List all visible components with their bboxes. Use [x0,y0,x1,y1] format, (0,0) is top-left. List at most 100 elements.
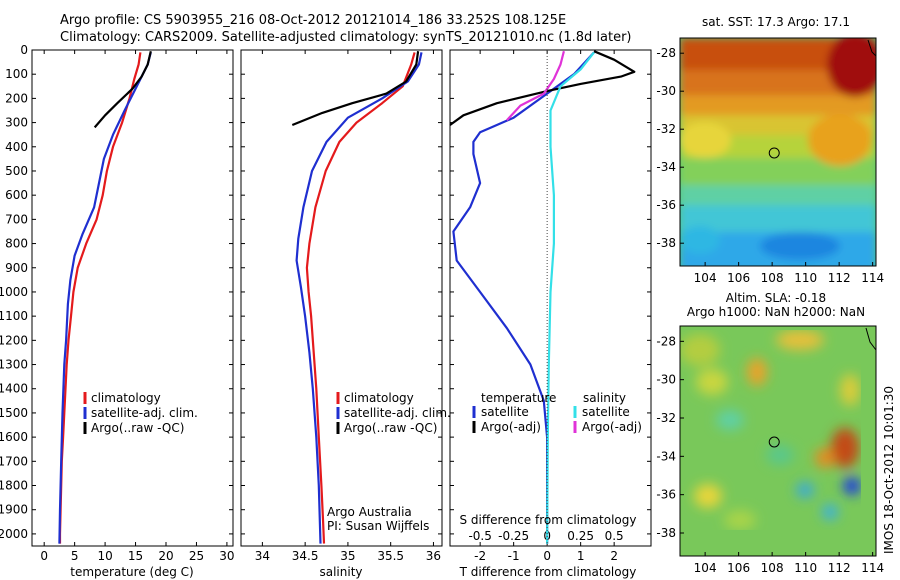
map-x-tick-label: 106 [727,561,750,575]
x-tick-label: 36 [426,549,441,563]
depth-tick-label: 400 [5,140,28,154]
x-tick-label: 34 [255,549,270,563]
map-y-tick-label: -36 [656,488,676,502]
depth-tick-label: 1100 [0,309,28,323]
series-line-satellite-adj-clim- [295,52,423,544]
map-x-tick-label: 108 [761,271,784,285]
map-x-tick-label: 108 [761,561,784,575]
salinity-axes [240,49,443,547]
timestamp: IMOS 18-Oct-2012 10:01:30 [882,386,896,554]
difference-legend: temperature salinity satellite Argo(-adj… [472,391,642,434]
depth-tick-label: 1000 [0,285,28,299]
depth-tick-label: 200 [5,91,28,105]
series-line-salinity-argo-adj- [506,50,565,121]
depth-tick-label: 1400 [0,382,28,396]
map-x-tick-label: 110 [794,561,817,575]
map-y-tick-label: -30 [656,373,676,387]
legend-label: Argo(-adj) [481,420,541,434]
x-top-tick-label: -0.5 [468,529,491,543]
depth-tick-label: 600 [5,188,28,202]
figure-title: Argo profile: CS 5903955_216 08-Oct-2012… [60,13,567,28]
legend-title-salinity: salinity [583,391,626,405]
legend-label: satellite-adj. clim. [344,406,451,420]
map-x-tick-label: 110 [794,271,817,285]
depth-tick-label: 100 [5,67,28,81]
map-x-tick-label: 114 [861,561,884,575]
difference-top-xlabel: S difference from climatology [460,513,637,527]
x-tick-label: 34.5 [292,549,319,563]
legend-label: climatology [344,391,414,405]
depth-tick-label: 0 [20,43,28,57]
legend-label: satellite [481,405,529,419]
depth-tick-label: 1700 [0,454,28,468]
legend-label: Argo(-adj) [582,420,642,434]
sla-map [680,326,876,556]
map-y-tick-label: -34 [656,160,676,174]
x-tick-label: 0 [543,549,551,563]
profile-location-marker [768,436,780,448]
map-x-tick-label: 112 [828,561,851,575]
x-tick-label: 35 [340,549,355,563]
x-tick-label: 35.5 [377,549,404,563]
map-y-tick-label: -28 [656,334,676,348]
x-top-tick-label: 0.5 [605,529,624,543]
map-y-tick-label: -32 [656,411,676,425]
depth-tick-label: 2000 [0,527,28,541]
x-tick-label: -1 [508,549,520,563]
map-y-tick-label: -38 [656,236,676,250]
x-tick-label: 2 [610,549,618,563]
legend-label: Argo(..raw -QC) [344,421,437,435]
depth-tick-label: 1500 [0,406,28,420]
x-top-tick-label: 0.25 [567,529,594,543]
series-line-climatology [305,52,416,544]
series-line-temperature-argo-adj- [449,50,636,126]
legend-label: satellite [582,405,630,419]
x-tick-label: 0 [40,549,48,563]
map-y-tick-label: -32 [656,122,676,136]
depth-tick-label: 1300 [0,358,28,372]
depth-tick-label: 700 [5,212,28,226]
x-tick-label: 15 [128,549,143,563]
map-x-tick-label: 112 [828,271,851,285]
sla-map-subtitle: Argo h1000: NaN h2000: NaN [687,305,865,319]
x-tick-label: 5 [71,549,79,563]
salinity-xlabel: salinity [319,565,362,579]
coastline [865,327,877,351]
profile-location-marker [768,147,780,159]
x-tick-label: 10 [97,549,112,563]
salinity-legend: climatology satellite-adj. clim. Argo(..… [327,391,451,533]
x-top-tick-label: -0.25 [498,529,529,543]
series-line-argo-raw-qc- [291,51,420,127]
sla-map-title: Altim. SLA: -0.18 [726,291,826,305]
depth-tick-label: 300 [5,116,28,130]
series-line-temperature-satellite [452,51,595,544]
coastline [867,39,877,57]
depth-tick-label: 1600 [0,430,28,444]
depth-tick-label: 500 [5,164,28,178]
map-y-tick-label: -36 [656,198,676,212]
x-tick-label: 25 [189,549,204,563]
x-tick-label: 1 [577,549,585,563]
legend-label: satellite-adj. clim. [91,406,198,420]
sst-map-title: sat. SST: 17.3 Argo: 17.1 [702,15,850,29]
temperature-legend: climatology satellite-adj. clim. Argo(..… [83,391,198,435]
map-x-tick-label: 114 [861,271,884,285]
temperature-xlabel: temperature (deg C) [70,565,193,579]
map-y-tick-label: -28 [656,46,676,60]
difference-xlabel: T difference from climatology [459,565,637,579]
sla-map-frame [679,325,877,557]
legend-label: climatology [91,391,161,405]
sst-map-frame [679,37,877,267]
map-x-tick-label: 104 [694,271,717,285]
series-line-satellite-adj-clim- [58,52,152,544]
depth-tick-label: 1800 [0,479,28,493]
series-line-argo-raw-qc- [93,50,152,129]
legend-title-temperature: temperature [481,391,556,405]
figure-subtitle: Climatology: CARS2009. Satellite-adjuste… [60,30,632,45]
depth-tick-label: 900 [5,261,28,275]
depth-tick-label: 1200 [0,333,28,347]
attribution-line2: PI: Susan Wijffels [327,519,429,533]
map-x-tick-label: 104 [694,561,717,575]
